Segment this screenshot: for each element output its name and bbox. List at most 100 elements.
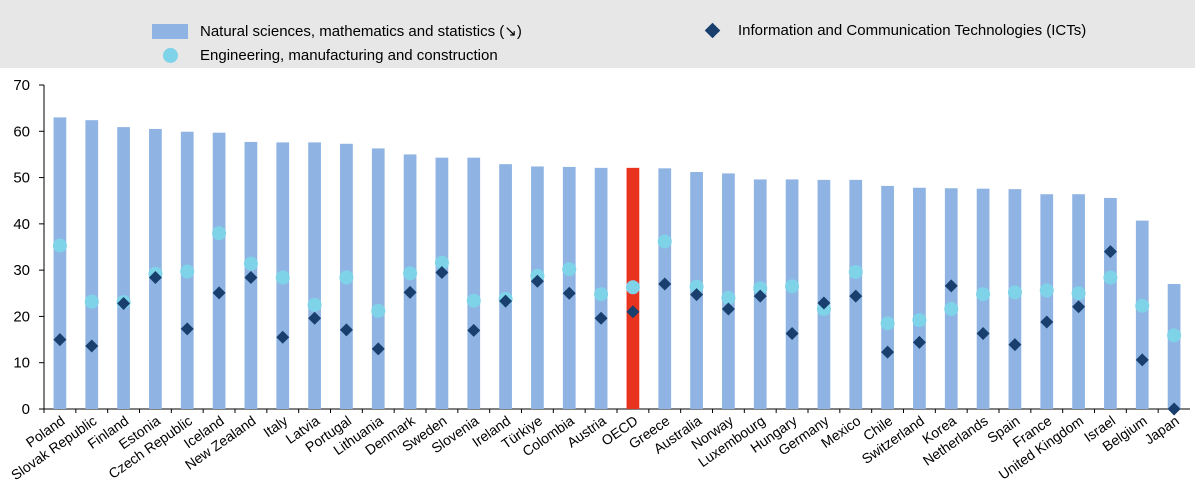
engineering-point: [1135, 298, 1150, 313]
engineering-point: [976, 287, 991, 302]
ict-point: [148, 271, 162, 285]
engineering-point: [307, 297, 322, 312]
legend-swatch-circle: [152, 48, 188, 63]
engineering-point: [1007, 285, 1022, 300]
engineering-point: [753, 281, 768, 296]
bar: [1104, 197, 1117, 409]
ict-point: [244, 271, 258, 285]
legend-item-natural-sciences: Natural sciences, mathematics and statis…: [152, 22, 522, 40]
bar: [944, 188, 958, 409]
engineering-point: [594, 287, 609, 302]
ict-point: [1167, 402, 1181, 416]
ict-point: [881, 345, 895, 359]
engineering-point: [689, 279, 704, 294]
bar: [881, 185, 894, 409]
engineering-point: [1167, 328, 1182, 343]
ict-point: [976, 327, 990, 341]
bar: [1167, 284, 1181, 409]
engineering-point: [466, 293, 481, 308]
x-tick-label: Japan: [1141, 412, 1181, 447]
engineering-point: [721, 290, 736, 305]
y-tick-label: 50: [13, 170, 30, 187]
legend-swatch-bar: [152, 23, 188, 39]
ict-point: [753, 289, 767, 303]
ict-point: [690, 288, 704, 302]
legend-label-ict: Information and Communication Technologi…: [738, 22, 1087, 39]
engineering-point: [848, 264, 863, 279]
bar: [435, 157, 449, 409]
y-tick-label: 10: [13, 355, 30, 372]
ict-point: [562, 286, 576, 300]
legend-item-engineering: Engineering, manufacturing and construct…: [152, 47, 498, 64]
engineering-point: [212, 226, 227, 241]
legend-item-ict: Information and Communication Technologi…: [700, 22, 1086, 39]
engineering-point: [562, 262, 577, 277]
bar: [817, 179, 831, 409]
engineering-point: [275, 270, 290, 285]
ict-point: [435, 265, 449, 279]
y-tick-label: 30: [13, 262, 30, 279]
ict-point: [371, 342, 385, 356]
ict-point: [817, 296, 831, 310]
ict-point: [1135, 353, 1149, 367]
y-tick-label: 0: [22, 401, 30, 418]
y-tick-label: 40: [13, 216, 30, 233]
bar: [371, 148, 385, 409]
ict-point: [467, 323, 481, 337]
ict-point: [308, 311, 322, 325]
ict-point: [53, 333, 67, 347]
engineering-point: [944, 302, 959, 317]
ict-point: [530, 274, 544, 288]
engineering-point: [243, 256, 258, 271]
ict-point: [785, 327, 799, 341]
ict-point: [944, 279, 958, 293]
ict-point: [1103, 245, 1117, 259]
ict-point: [117, 296, 131, 310]
ict-point: [626, 305, 640, 319]
ict-point: [276, 330, 290, 344]
engineering-point: [1103, 270, 1118, 285]
ict-point: [1040, 315, 1054, 329]
ict-point: [212, 286, 226, 300]
engineering-point: [880, 316, 895, 331]
bar: [212, 132, 226, 409]
engineering-point: [403, 266, 418, 281]
bar: [499, 164, 512, 409]
engineering-point: [1071, 286, 1086, 301]
ict-point: [721, 302, 735, 316]
ict-point: [849, 289, 863, 303]
ict-point: [658, 277, 672, 291]
engineering-point: [912, 313, 927, 328]
bar: [53, 117, 67, 410]
engineering-point: [180, 264, 195, 279]
engineering-point: [371, 303, 386, 318]
bar: [785, 179, 799, 409]
ict-point: [85, 339, 99, 353]
ict-point: [180, 322, 194, 336]
ict-point: [1008, 338, 1022, 352]
ict-point: [339, 323, 353, 337]
engineering-point: [434, 255, 449, 270]
engineering-point: [52, 238, 67, 253]
bar: [403, 154, 417, 409]
y-tick-label: 20: [13, 308, 30, 325]
engineering-point: [785, 279, 800, 294]
engineering-point: [84, 294, 99, 309]
ict-point: [1072, 300, 1086, 314]
legend-label-engineering: Engineering, manufacturing and construct…: [200, 47, 498, 64]
bar: [1040, 194, 1054, 409]
y-tick-label: 60: [13, 123, 30, 140]
ict-point: [912, 335, 926, 349]
legend-label-natural-sciences: Natural sciences, mathematics and statis…: [200, 23, 522, 40]
legend-band: Natural sciences, mathematics and statis…: [0, 0, 1195, 68]
engineering-point: [625, 280, 640, 295]
ict-point: [594, 311, 608, 325]
bar: [467, 157, 481, 409]
y-tick-label: 70: [13, 77, 30, 94]
bar: [117, 127, 130, 410]
bar: [308, 142, 321, 409]
ict-point: [499, 294, 513, 308]
bar: [913, 187, 926, 409]
engineering-point: [339, 270, 354, 285]
